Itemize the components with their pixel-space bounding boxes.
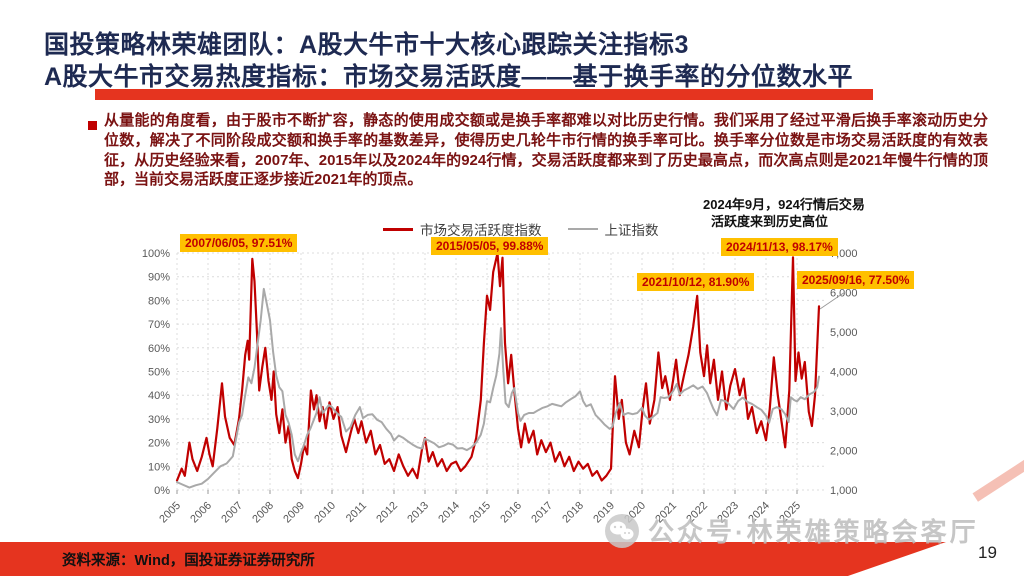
source-note: 资料来源：Wind，国投证券证券研究所 xyxy=(62,553,315,569)
svg-text:70%: 70% xyxy=(148,319,170,331)
svg-text:2014: 2014 xyxy=(436,500,462,526)
chart-note-line2: 活跃度来到历史高位 xyxy=(711,214,829,229)
page-number: 19 xyxy=(978,543,997,562)
chart-note: 2024年9月，924行情后交易 活跃度来到历史高位 xyxy=(703,196,903,230)
chart-note-line1: 2024年9月，924行情后交易 xyxy=(703,197,865,212)
svg-text:20%: 20% xyxy=(148,438,170,450)
svg-text:40%: 40% xyxy=(148,390,170,402)
svg-text:2017: 2017 xyxy=(529,500,555,526)
svg-text:10%: 10% xyxy=(148,461,170,473)
title-underline-bar xyxy=(95,89,873,100)
page-title-line2: A股大牛市交易热度指标：市场交易活跃度——基于换手率的分位数水平 xyxy=(44,63,854,91)
svg-text:60%: 60% xyxy=(148,343,170,355)
svg-text:2008: 2008 xyxy=(250,500,276,526)
series-sse xyxy=(176,287,820,489)
chart-legend: 市场交易活跃度指数 上证指数 xyxy=(383,219,659,239)
activity-vs-sse-chart: 100% 90% 80% 70% 60% 50% 40% 30% 20% 10% 0% 7,000 6,… xyxy=(142,248,858,526)
svg-text:2010: 2010 xyxy=(312,500,338,526)
summary-paragraph: 从量能的角度看，由于股市不断扩容，静态的使用成交额或是换手率都难以对比历史行情。… xyxy=(104,112,988,189)
series-activity xyxy=(175,252,821,482)
svg-text:50%: 50% xyxy=(148,367,170,379)
legend-label-activity: 市场交易活跃度指数 xyxy=(420,223,542,238)
svg-text:2009: 2009 xyxy=(281,500,307,526)
svg-text:7,000: 7,000 xyxy=(830,248,858,260)
svg-text:5,000: 5,000 xyxy=(830,327,858,339)
svg-text:2,000: 2,000 xyxy=(830,446,858,458)
footer-red-band xyxy=(0,542,1024,576)
svg-text:2012: 2012 xyxy=(374,500,400,526)
legend-item-sse: 上证指数 xyxy=(567,219,659,239)
svg-text:0%: 0% xyxy=(154,485,170,497)
svg-text:3,000: 3,000 xyxy=(830,406,858,418)
svg-text:2011: 2011 xyxy=(344,500,369,525)
legend-label-sse: 上证指数 xyxy=(604,223,659,238)
wechat-icon xyxy=(605,513,639,548)
svg-text:6,000: 6,000 xyxy=(830,288,858,300)
svg-text:2005: 2005 xyxy=(157,500,183,526)
svg-text:2015: 2015 xyxy=(467,500,493,526)
svg-text:2013: 2013 xyxy=(405,500,431,526)
legend-item-activity: 市场交易活跃度指数 xyxy=(383,219,542,239)
svg-text:80%: 80% xyxy=(148,295,170,307)
svg-text:1,000: 1,000 xyxy=(830,485,858,497)
svg-text:100%: 100% xyxy=(142,248,170,260)
page-title-line1: 国投策略林荣雄团队：A股大牛市十大核心跟踪关注指标3 xyxy=(44,31,689,59)
svg-text:2018: 2018 xyxy=(560,500,586,526)
svg-text:2007: 2007 xyxy=(219,500,245,526)
watermark: 公众号·林荣雄策略会客厅 xyxy=(604,512,979,549)
svg-text:90%: 90% xyxy=(148,272,170,284)
watermark-text: 公众号·林荣雄策略会客厅 xyxy=(648,517,979,547)
legend-red-line-icon xyxy=(383,227,413,231)
svg-text:30%: 30% xyxy=(148,414,170,426)
svg-text:4,000: 4,000 xyxy=(830,367,858,379)
svg-text:2006: 2006 xyxy=(188,500,214,526)
svg-text:2016: 2016 xyxy=(498,500,524,526)
legend-gray-line-icon xyxy=(567,227,598,231)
bullet-square-icon xyxy=(88,121,97,130)
